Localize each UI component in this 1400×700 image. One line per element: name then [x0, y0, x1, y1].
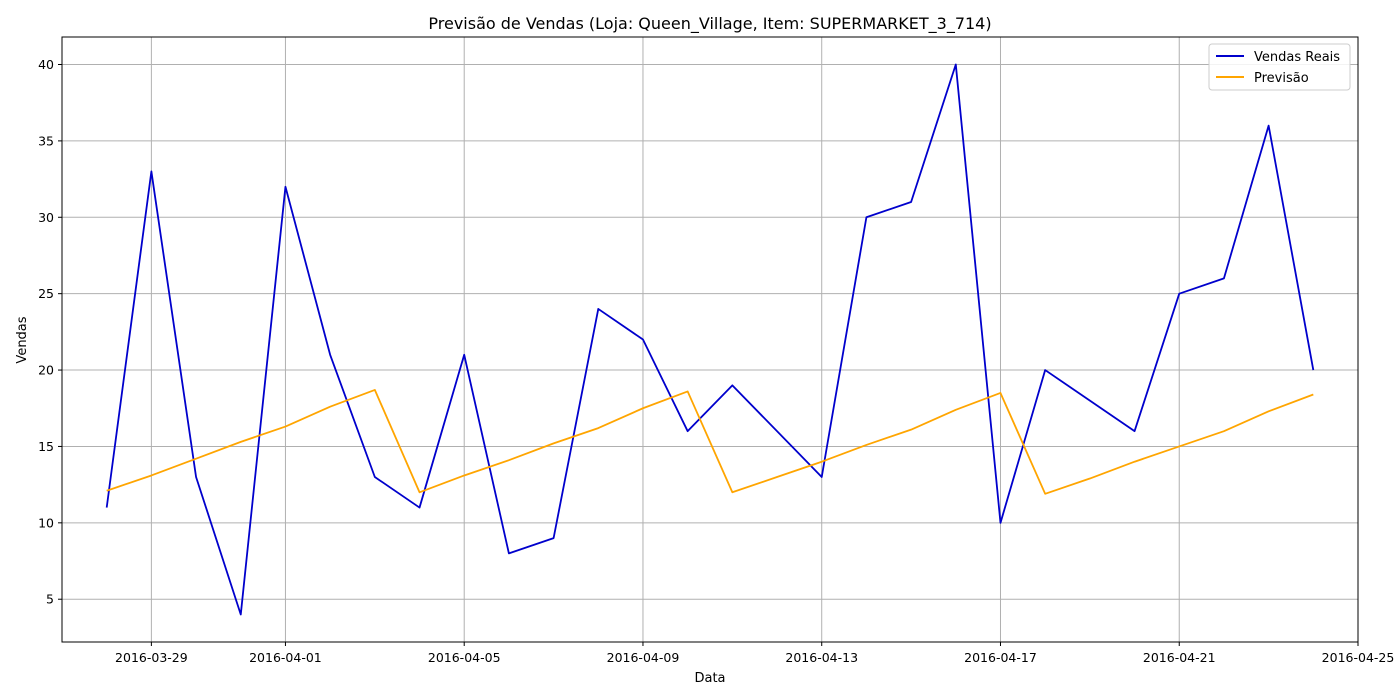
y-tick-label: 15 — [38, 439, 54, 454]
y-tick-label: 20 — [38, 363, 54, 378]
series-line-vendas-reais — [105, 63, 1315, 616]
x-tick-label: 2016-04-09 — [607, 650, 680, 665]
x-tick-label: 2016-04-21 — [1143, 650, 1216, 665]
y-tick-label: 5 — [46, 592, 54, 607]
y-tick-label: 30 — [38, 210, 54, 225]
series-line-previsao — [106, 389, 1314, 495]
x-tick-label: 2016-04-13 — [785, 650, 858, 665]
x-tick-label: 2016-04-25 — [1322, 650, 1395, 665]
x-tick-label: 2016-04-17 — [964, 650, 1037, 665]
series-lines — [105, 63, 1315, 616]
y-tick-label: 10 — [38, 515, 54, 530]
plot-area-frame — [61, 36, 1359, 643]
x-axis-ticks: 2016-03-29 2016-04-01 2016-04-05 2016-04-09… — [115, 642, 1394, 665]
y-tick-label: 35 — [38, 133, 54, 148]
legend-box — [1208, 43, 1351, 91]
y-axis-ticks: 5 10 15 20 25 30 35 40 — [38, 57, 62, 607]
chart-title: Previsão de Vendas (Loja: Queen_Village,… — [428, 14, 991, 34]
x-tick-label: 2016-04-05 — [428, 650, 501, 665]
x-axis-title: Data — [694, 671, 725, 686]
grid-lines — [62, 37, 1359, 642]
y-tick-label: 25 — [38, 286, 54, 301]
legend-label-previsao: Previsão — [1254, 71, 1309, 86]
x-tick-label: 2016-04-01 — [249, 650, 322, 665]
legend: Vendas Reais Previsão — [1208, 43, 1351, 91]
x-tick-label: 2016-03-29 — [115, 650, 188, 665]
y-axis-title: Vendas — [15, 316, 30, 363]
legend-label-vendas-reais: Vendas Reais — [1254, 50, 1340, 65]
y-tick-label: 40 — [38, 57, 54, 72]
